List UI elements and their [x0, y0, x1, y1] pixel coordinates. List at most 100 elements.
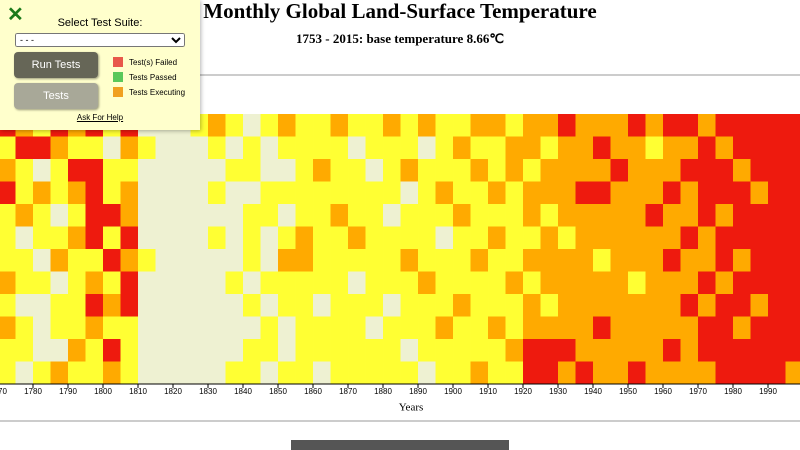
- heat-cell: [540, 294, 559, 317]
- heat-cell: [400, 204, 419, 227]
- heat-cell: [593, 271, 611, 295]
- heat-cell: [330, 114, 349, 137]
- heat-cell: [120, 361, 139, 385]
- heat-cell: [733, 316, 751, 340]
- heat-cell: [680, 114, 699, 137]
- heat-cell: [540, 226, 559, 250]
- help-link[interactable]: Ask For Help: [76, 113, 124, 122]
- heat-cell: [593, 114, 611, 137]
- heat-cell: [383, 226, 401, 250]
- heat-cell: [50, 361, 69, 385]
- heat-cell: [295, 181, 314, 205]
- heat-cell: [558, 181, 576, 205]
- heat-cell: [208, 339, 226, 362]
- heat-cell: [540, 339, 559, 362]
- heat-cell: [208, 271, 226, 295]
- x-tick-label: 1870: [339, 387, 357, 396]
- heat-cell: [698, 361, 716, 385]
- heat-cell: [208, 361, 226, 385]
- heat-cell: [190, 294, 209, 317]
- heat-cell: [313, 249, 331, 272]
- heat-cell: [715, 249, 734, 272]
- heat-cell: [750, 294, 769, 317]
- heat-cell: [138, 271, 156, 295]
- heat-cell: [278, 339, 296, 362]
- heat-cell: [750, 249, 769, 272]
- x-tick-label: 1990: [759, 387, 777, 396]
- x-tick-label: 1850: [269, 387, 287, 396]
- heat-cell: [470, 204, 489, 227]
- heat-cell: [85, 204, 104, 227]
- heat-cell: [523, 159, 541, 182]
- heat-cell: [190, 271, 209, 295]
- heat-cell: [610, 181, 629, 205]
- heat-cell: [768, 271, 786, 295]
- heat-cell: [435, 271, 454, 295]
- heat-cell: [155, 181, 174, 205]
- heat-cell: [470, 181, 489, 205]
- heat-cell: [190, 204, 209, 227]
- heat-cell: [558, 294, 576, 317]
- heat-cell: [540, 114, 559, 137]
- heat-cell: [120, 294, 139, 317]
- heat-cell: [330, 159, 349, 182]
- heat-cell: [523, 339, 541, 362]
- heat-cell: [645, 361, 664, 385]
- heat-cell: [628, 339, 646, 362]
- heat-cell: [120, 271, 139, 295]
- heat-cell: [733, 159, 751, 182]
- heat-cell: [785, 339, 800, 362]
- heat-cell: [505, 136, 524, 160]
- heat-cell: [663, 294, 681, 317]
- heat-cell: [15, 339, 34, 362]
- heat-cell: [243, 316, 261, 340]
- x-tick-label: 1820: [164, 387, 182, 396]
- tests-button[interactable]: Tests: [14, 83, 98, 109]
- heat-cell: [50, 204, 69, 227]
- heat-cell: [50, 294, 69, 317]
- heat-cell: [733, 204, 751, 227]
- heat-cell: [260, 159, 279, 182]
- heat-cell: [50, 339, 69, 362]
- heat-cell: [680, 271, 699, 295]
- heat-cell: [383, 204, 401, 227]
- heat-cell: [435, 226, 454, 250]
- heat-cell: [523, 226, 541, 250]
- heat-cell: [190, 339, 209, 362]
- heat-cell: [138, 294, 156, 317]
- heat-cell: [348, 114, 366, 137]
- heat-cell: [278, 226, 296, 250]
- close-button[interactable]: ✕: [7, 4, 24, 26]
- heat-cell: [523, 249, 541, 272]
- heat-cell: [0, 136, 16, 160]
- heat-cell: [400, 159, 419, 182]
- heat-cell: [208, 316, 226, 340]
- heat-cell: [15, 361, 34, 385]
- heat-cell: [50, 316, 69, 340]
- suite-select[interactable]: - - -: [15, 33, 185, 47]
- heat-cell: [435, 316, 454, 340]
- legend-swatch: [113, 57, 123, 67]
- heat-cell: [715, 136, 734, 160]
- heat-cell: [243, 136, 261, 160]
- heat-cell: [278, 271, 296, 295]
- heat-cell: [523, 316, 541, 340]
- heat-cell: [260, 339, 279, 362]
- heat-cell: [768, 114, 786, 137]
- heat-cell: [173, 316, 191, 340]
- heat-cell: [698, 114, 716, 137]
- heat-cell: [768, 136, 786, 160]
- heat-cell: [190, 159, 209, 182]
- heat-cell: [313, 204, 331, 227]
- heat-cell: [383, 339, 401, 362]
- heat-cell: [505, 339, 524, 362]
- heat-cell: [698, 159, 716, 182]
- heat-cell: [610, 226, 629, 250]
- heat-cell: [383, 316, 401, 340]
- heat-cell: [365, 316, 384, 340]
- heat-cell: [278, 159, 296, 182]
- heat-cell: [470, 226, 489, 250]
- run-tests-button[interactable]: Run Tests: [14, 52, 98, 78]
- heat-cell: [505, 249, 524, 272]
- heat-cell: [155, 361, 174, 385]
